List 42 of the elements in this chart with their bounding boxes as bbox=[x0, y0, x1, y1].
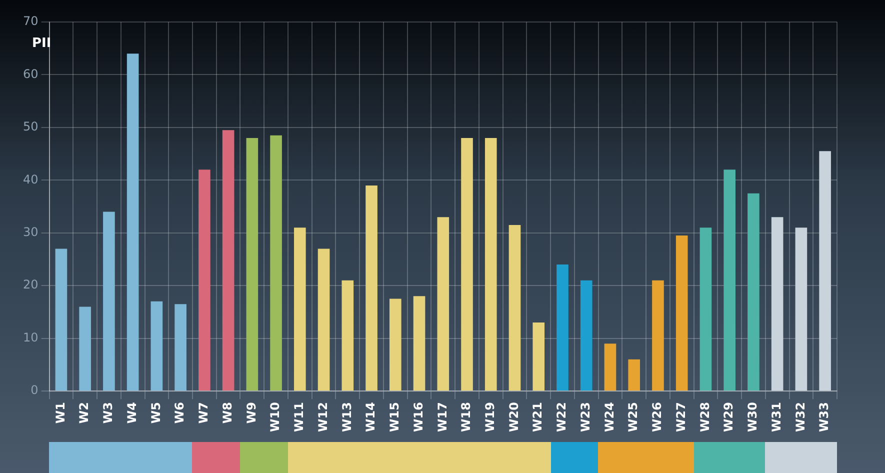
x-tick-label: W25 bbox=[626, 402, 640, 432]
x-tick-label: W18 bbox=[459, 402, 474, 432]
x-tick-label: W17 bbox=[435, 402, 450, 432]
x-tick-label: W9 bbox=[244, 402, 258, 424]
y-axis-title: PII bbox=[32, 36, 52, 51]
y-tick-label: 70 bbox=[22, 14, 38, 28]
x-tick-label: W32 bbox=[793, 402, 808, 432]
y-tick-label: 0 bbox=[30, 383, 38, 398]
x-tick-label: W16 bbox=[411, 402, 426, 432]
x-tick-label: W3 bbox=[101, 402, 116, 424]
x-tick-label: W30 bbox=[746, 402, 760, 432]
x-tick-label: W2 bbox=[77, 402, 92, 424]
x-tick-label: W12 bbox=[316, 402, 330, 432]
x-tick-label: W10 bbox=[268, 402, 282, 432]
x-tick-label: W7 bbox=[196, 402, 211, 424]
x-tick-label: W8 bbox=[220, 402, 234, 424]
x-tick-label: W33 bbox=[817, 402, 832, 432]
y-tick-label: 50 bbox=[22, 120, 38, 134]
y-tick-label: 10 bbox=[22, 330, 38, 344]
x-tick-label: W19 bbox=[483, 402, 497, 432]
y-tick-label: 30 bbox=[22, 225, 38, 240]
x-tick-label: W1 bbox=[53, 402, 68, 424]
x-tick-label: W15 bbox=[388, 402, 402, 432]
x-tick-label: W23 bbox=[578, 402, 592, 432]
x-tick-label: W14 bbox=[364, 402, 378, 432]
x-tick-label: W13 bbox=[340, 402, 354, 432]
x-tick-label: W27 bbox=[674, 402, 688, 432]
x-tick-label: W20 bbox=[506, 402, 521, 432]
y-tick-label: 20 bbox=[22, 278, 38, 292]
x-tick-label: W26 bbox=[650, 402, 664, 432]
x-tick-label: W6 bbox=[172, 402, 187, 424]
x-tick-label: W11 bbox=[292, 402, 306, 432]
x-tick-label: W4 bbox=[124, 402, 139, 424]
x-tick-label: W29 bbox=[722, 402, 736, 432]
x-tick-label: W28 bbox=[698, 402, 712, 432]
x-tick-label: W31 bbox=[769, 402, 784, 432]
x-tick-label: W5 bbox=[148, 402, 163, 424]
x-tick-label: W21 bbox=[530, 402, 545, 432]
x-tick-label: W22 bbox=[554, 402, 569, 432]
y-tick-label: 60 bbox=[22, 66, 38, 81]
y-tick-label: 40 bbox=[22, 172, 38, 186]
x-tick-label: W24 bbox=[602, 402, 616, 432]
